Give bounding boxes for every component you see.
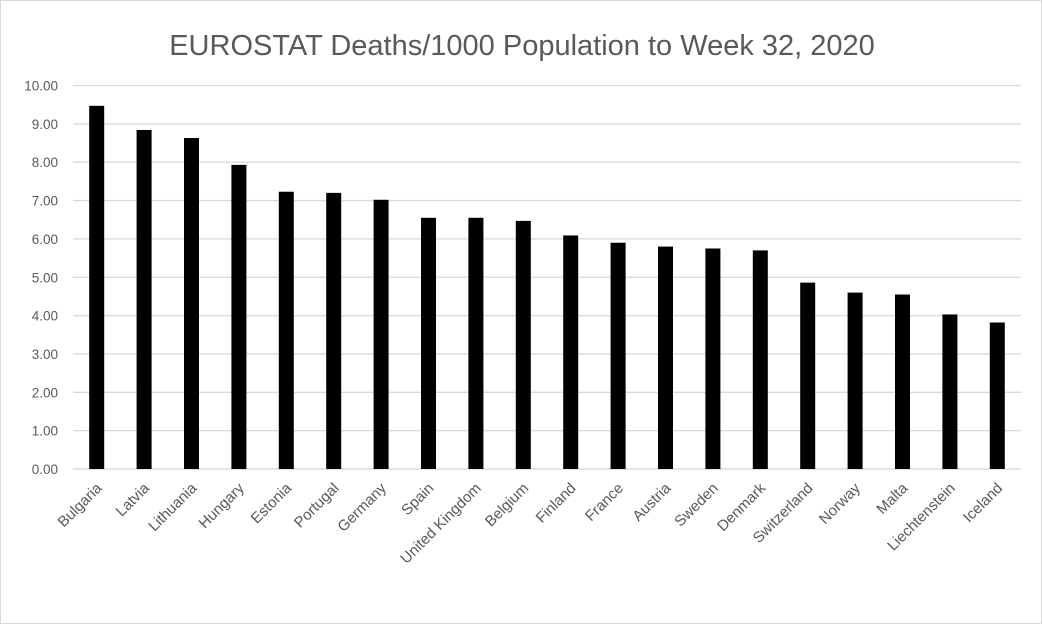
- y-axis: 0.00 1.00 2.00 3.00 4.00 5.00 6.00 7.00 8.00 9.00…: [24, 79, 58, 478]
- bar-lithuania: [184, 138, 199, 470]
- x-tick-label: Lithuania: [145, 479, 201, 535]
- x-tick-label: Austria: [629, 479, 674, 524]
- x-tick-label: Bulgaria: [55, 479, 106, 530]
- bar-hungary: [231, 164, 247, 469]
- bar-austria: [658, 246, 673, 469]
- x-tick-label: Spain: [398, 480, 437, 519]
- bar-estonia: [278, 191, 294, 470]
- y-tick-label: 2.00: [32, 385, 58, 400]
- y-tick-label: 7.00: [32, 194, 58, 209]
- x-tick-label: Hungary: [196, 479, 248, 531]
- y-tick-label: 8.00: [32, 155, 58, 170]
- y-tick-label: 1.00: [32, 424, 58, 439]
- y-tick-label: 9.00: [32, 117, 58, 132]
- y-tick-label: 6.00: [32, 232, 58, 247]
- x-tick-label: United Kingdom: [397, 480, 484, 567]
- y-tick-label: 4.00: [32, 309, 58, 324]
- bar-germany: [373, 199, 389, 469]
- bar-latvia: [136, 129, 152, 469]
- x-tick-label: Norway: [816, 479, 864, 527]
- y-tick-label: 5.00: [32, 270, 58, 285]
- bar-denmark: [752, 250, 768, 469]
- bar-switzerland: [800, 282, 816, 469]
- x-tick-label: France: [582, 480, 627, 525]
- y-tick-label: 10.00: [24, 79, 58, 94]
- bars: [89, 105, 1005, 470]
- bar-liechtenstein: [942, 314, 958, 469]
- bar-sweden: [705, 248, 721, 469]
- chart-title: EUROSTAT Deaths/1000 Population to Week …: [169, 30, 875, 62]
- y-tick-label: 0.00: [32, 462, 58, 477]
- bar-united-kingdom: [468, 217, 484, 469]
- bar-spain: [421, 217, 436, 469]
- x-tick-label: Estonia: [248, 479, 296, 527]
- x-tick-label: Malta: [873, 479, 911, 517]
- bar-bulgaria: [89, 105, 105, 469]
- gridlines: [73, 84, 1021, 470]
- x-tick-label: Germany: [334, 479, 390, 535]
- bar-finland: [563, 235, 579, 469]
- x-tick-label: Belgium: [482, 480, 532, 530]
- bar-belgium: [515, 220, 531, 469]
- bar-france: [610, 242, 626, 469]
- bar-iceland: [989, 322, 1005, 469]
- x-tick-label: Finland: [533, 480, 580, 527]
- x-tick-label: Iceland: [960, 480, 1006, 526]
- x-tick-label: Latvia: [113, 479, 154, 520]
- y-tick-label: 3.00: [32, 347, 58, 362]
- bar-portugal: [326, 192, 342, 469]
- bar-malta: [895, 294, 910, 469]
- bar-norway: [847, 292, 863, 469]
